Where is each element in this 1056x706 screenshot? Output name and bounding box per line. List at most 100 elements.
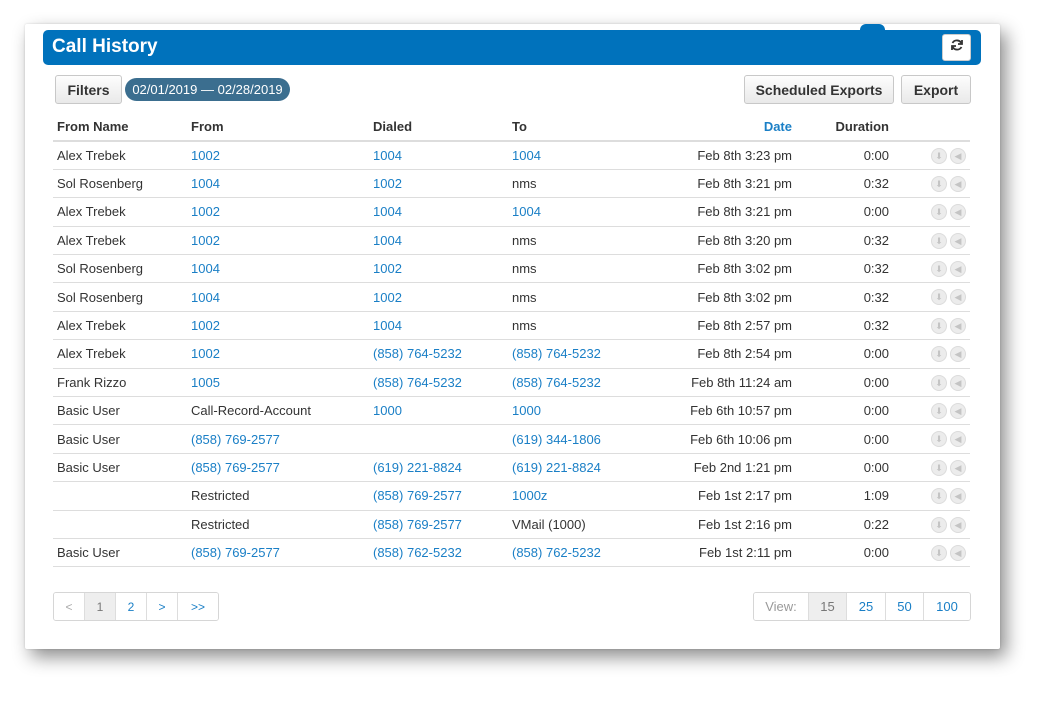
play-audio-icon[interactable]: ◀	[950, 374, 966, 391]
to-cell[interactable]: (619) 221-8824	[508, 453, 663, 483]
duration-cell: 0:32	[801, 282, 914, 312]
row-actions: ⬇ ◀	[914, 396, 970, 426]
scheduled-exports-button[interactable]: Scheduled Exports	[744, 75, 894, 104]
date-cell: Feb 6th 10:06 pm	[663, 424, 801, 454]
play-audio-icon[interactable]: ◀	[950, 204, 966, 221]
play-audio-icon[interactable]: ◀	[950, 459, 966, 476]
play-audio-icon[interactable]: ◀	[950, 289, 966, 306]
play-audio-icon[interactable]: ◀	[950, 516, 966, 533]
filters-button[interactable]: Filters	[55, 75, 122, 104]
download-icon[interactable]: ⬇	[931, 374, 947, 391]
prev-page-button[interactable]: <	[54, 593, 85, 620]
play-audio-icon[interactable]: ◀	[950, 317, 966, 334]
download-icon[interactable]: ⬇	[931, 204, 947, 221]
table-row: Frank Rizzo 1005 (858) 764-5232 (858) 764-5…	[53, 368, 970, 398]
from-cell[interactable]: (858) 769-2577	[187, 538, 369, 568]
dialed-cell[interactable]: 1002	[369, 254, 508, 284]
dialed-cell[interactable]: 1004	[369, 197, 508, 227]
download-icon[interactable]: ⬇	[931, 175, 947, 192]
download-icon[interactable]: ⬇	[931, 431, 947, 448]
date-range-badge[interactable]: 02/01/2019 — 02/28/2019	[125, 78, 290, 101]
from-cell[interactable]: 1005	[187, 368, 369, 398]
download-icon[interactable]: ⬇	[931, 402, 947, 419]
to-cell[interactable]: (858) 764-5232	[508, 368, 663, 398]
dialed-cell[interactable]: (858) 769-2577	[369, 481, 508, 511]
dialed-cell[interactable]: 1000	[369, 396, 508, 426]
date-cell: Feb 8th 3:21 pm	[663, 197, 801, 227]
dialed-cell[interactable]: 1002	[369, 169, 508, 199]
to-cell[interactable]: 1004	[508, 197, 663, 227]
from-cell[interactable]: 1004	[187, 169, 369, 199]
col-date-sort[interactable]: Date	[663, 113, 801, 142]
to-cell[interactable]: (858) 764-5232	[508, 339, 663, 369]
to-cell[interactable]: 1000z	[508, 481, 663, 511]
dialed-cell[interactable]: 1002	[369, 282, 508, 312]
dialed-cell[interactable]: 1004	[369, 311, 508, 341]
from-cell[interactable]: 1002	[187, 311, 369, 341]
last-page-button[interactable]: >>	[178, 593, 218, 620]
page-2-button[interactable]: 2	[116, 593, 147, 620]
download-icon[interactable]: ⬇	[931, 261, 947, 278]
download-icon[interactable]: ⬇	[931, 289, 947, 306]
from-name-cell: Alex Trebek	[53, 311, 187, 341]
download-icon[interactable]: ⬇	[931, 232, 947, 249]
play-audio-icon[interactable]: ◀	[950, 232, 966, 249]
download-icon[interactable]: ⬇	[931, 147, 947, 164]
from-cell[interactable]: 1002	[187, 339, 369, 369]
view-50-option[interactable]: 50	[886, 593, 924, 620]
dialed-cell[interactable]: (858) 762-5232	[369, 538, 508, 568]
refresh-button[interactable]	[942, 34, 971, 61]
play-audio-icon[interactable]: ◀	[950, 431, 966, 448]
download-icon[interactable]: ⬇	[931, 488, 947, 505]
from-cell[interactable]: 1002	[187, 226, 369, 256]
from-name-cell: Sol Rosenberg	[53, 254, 187, 284]
play-audio-icon[interactable]: ◀	[950, 488, 966, 505]
page-title: Call History	[52, 36, 158, 57]
to-cell[interactable]: 1000	[508, 396, 663, 426]
dialed-cell[interactable]: 1004	[369, 141, 508, 170]
view-25-option[interactable]: 25	[847, 593, 886, 620]
download-icon[interactable]: ⬇	[931, 317, 947, 334]
play-audio-icon[interactable]: ◀	[950, 175, 966, 192]
download-icon[interactable]: ⬇	[931, 516, 947, 533]
table-row: Alex Trebek 1002 1004 nms Feb 8th 3:20 pm 0:3…	[53, 226, 970, 256]
to-cell[interactable]: (619) 344-1806	[508, 424, 663, 454]
dialed-cell	[369, 424, 508, 454]
to-cell[interactable]: (858) 762-5232	[508, 538, 663, 568]
to-cell[interactable]: 1004	[508, 141, 663, 170]
view-label: View:	[754, 593, 809, 620]
play-audio-icon[interactable]: ◀	[950, 346, 966, 363]
export-button[interactable]: Export	[901, 75, 971, 104]
dialed-cell[interactable]: 1004	[369, 226, 508, 256]
page-1-button[interactable]: 1	[85, 593, 116, 620]
from-cell[interactable]: (858) 769-2577	[187, 453, 369, 483]
duration-cell: 1:09	[801, 481, 914, 511]
dialed-cell[interactable]: (619) 221-8824	[369, 453, 508, 483]
from-cell: Restricted	[187, 481, 369, 511]
from-cell[interactable]: (858) 769-2577	[187, 424, 369, 454]
col-actions	[914, 113, 970, 142]
to-cell: nms	[508, 226, 663, 256]
from-cell[interactable]: 1004	[187, 254, 369, 284]
from-cell[interactable]: 1004	[187, 282, 369, 312]
dialed-cell[interactable]: (858) 769-2577	[369, 510, 508, 539]
download-icon[interactable]: ⬇	[931, 346, 947, 363]
play-audio-icon[interactable]: ◀	[950, 147, 966, 164]
date-cell: Feb 8th 3:21 pm	[663, 169, 801, 199]
date-cell: Feb 1st 2:16 pm	[663, 510, 801, 539]
dialed-cell[interactable]: (858) 764-5232	[369, 368, 508, 398]
to-cell: nms	[508, 311, 663, 341]
download-icon[interactable]: ⬇	[931, 544, 947, 561]
play-audio-icon[interactable]: ◀	[950, 261, 966, 278]
play-audio-icon[interactable]: ◀	[950, 544, 966, 561]
table-row: Alex Trebek 1002 (858) 764-5232 (858) 764-5…	[53, 339, 970, 369]
play-audio-icon[interactable]: ◀	[950, 402, 966, 419]
table-row: Basic User Call-Record-Account 1000 1000 Feb…	[53, 396, 970, 426]
view-100-option[interactable]: 100	[924, 593, 970, 620]
dialed-cell[interactable]: (858) 764-5232	[369, 339, 508, 369]
next-page-button[interactable]: >	[147, 593, 178, 620]
from-cell[interactable]: 1002	[187, 197, 369, 227]
view-15-option[interactable]: 15	[809, 593, 847, 620]
from-cell[interactable]: 1002	[187, 141, 369, 170]
download-icon[interactable]: ⬇	[931, 459, 947, 476]
